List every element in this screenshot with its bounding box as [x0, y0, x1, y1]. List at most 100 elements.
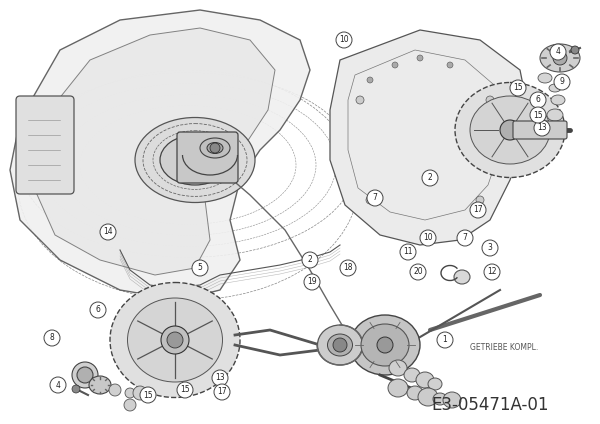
Circle shape [77, 367, 93, 383]
Circle shape [482, 240, 498, 256]
Text: 15: 15 [180, 385, 190, 394]
Text: 15: 15 [143, 391, 153, 399]
Text: 18: 18 [343, 263, 353, 273]
Ellipse shape [135, 117, 255, 203]
Ellipse shape [128, 298, 223, 382]
Ellipse shape [407, 386, 423, 400]
Circle shape [336, 32, 352, 48]
Text: 1: 1 [443, 335, 448, 344]
Circle shape [167, 332, 183, 348]
Circle shape [340, 260, 356, 276]
Text: 12: 12 [487, 268, 497, 276]
Text: 17: 17 [217, 388, 227, 396]
Circle shape [500, 120, 520, 140]
Circle shape [210, 143, 220, 153]
Ellipse shape [416, 372, 434, 388]
FancyBboxPatch shape [513, 121, 567, 139]
Ellipse shape [200, 138, 230, 158]
Polygon shape [10, 10, 310, 300]
Circle shape [530, 92, 546, 108]
Circle shape [124, 399, 136, 411]
Circle shape [125, 388, 135, 398]
Circle shape [530, 107, 546, 123]
FancyBboxPatch shape [16, 96, 74, 194]
Text: 8: 8 [50, 334, 55, 343]
Circle shape [420, 230, 436, 246]
Circle shape [177, 382, 193, 398]
Circle shape [534, 120, 550, 136]
Circle shape [410, 264, 426, 280]
Ellipse shape [389, 360, 407, 376]
Ellipse shape [207, 142, 223, 153]
Ellipse shape [540, 44, 580, 72]
Circle shape [367, 77, 373, 83]
Text: 2: 2 [308, 256, 313, 265]
Text: GETRIEBE KOMPL.: GETRIEBE KOMPL. [470, 343, 538, 352]
Ellipse shape [428, 378, 442, 390]
Ellipse shape [455, 83, 565, 178]
Circle shape [392, 62, 398, 68]
Ellipse shape [433, 393, 447, 405]
Text: 17: 17 [473, 206, 483, 215]
Text: 10: 10 [423, 234, 433, 243]
Ellipse shape [549, 84, 561, 92]
Circle shape [356, 96, 364, 104]
Ellipse shape [418, 388, 438, 406]
Circle shape [90, 302, 106, 318]
Ellipse shape [361, 324, 409, 366]
Ellipse shape [110, 282, 240, 398]
Text: 7: 7 [463, 234, 467, 243]
Circle shape [366, 196, 374, 204]
Text: 7: 7 [373, 193, 377, 203]
Circle shape [302, 252, 318, 268]
Circle shape [571, 46, 579, 54]
Text: 20: 20 [413, 268, 423, 276]
Circle shape [192, 260, 208, 276]
Text: E3-05471A-01: E3-05471A-01 [431, 396, 549, 414]
Text: 13: 13 [215, 374, 225, 382]
Circle shape [486, 96, 494, 104]
Ellipse shape [443, 392, 461, 408]
Text: 2: 2 [428, 173, 433, 182]
Circle shape [553, 51, 567, 65]
Text: 6: 6 [95, 306, 100, 315]
Circle shape [367, 190, 383, 206]
Circle shape [161, 326, 189, 354]
Circle shape [470, 202, 486, 218]
Circle shape [400, 244, 416, 260]
Circle shape [484, 264, 500, 280]
Text: 5: 5 [197, 263, 202, 273]
Polygon shape [35, 28, 275, 275]
Circle shape [510, 80, 526, 96]
Ellipse shape [160, 135, 230, 185]
Text: 9: 9 [560, 78, 565, 86]
Text: 13: 13 [537, 123, 547, 132]
FancyBboxPatch shape [177, 132, 238, 183]
Circle shape [100, 224, 116, 240]
Ellipse shape [551, 95, 565, 105]
Text: 3: 3 [488, 243, 493, 253]
Ellipse shape [89, 376, 111, 394]
Circle shape [476, 196, 484, 204]
Text: 14: 14 [103, 228, 113, 237]
Circle shape [212, 370, 228, 386]
Circle shape [109, 384, 121, 396]
Text: 6: 6 [536, 95, 541, 104]
Circle shape [377, 337, 393, 353]
Ellipse shape [328, 334, 353, 356]
Circle shape [333, 338, 347, 352]
Circle shape [550, 44, 566, 60]
Ellipse shape [454, 270, 470, 284]
Circle shape [447, 62, 453, 68]
Polygon shape [330, 30, 530, 245]
Circle shape [457, 230, 473, 246]
Circle shape [422, 170, 438, 186]
Ellipse shape [317, 325, 362, 365]
Circle shape [417, 55, 423, 61]
Circle shape [554, 74, 570, 90]
Circle shape [304, 274, 320, 290]
Circle shape [50, 377, 66, 393]
Circle shape [437, 332, 453, 348]
Text: 4: 4 [56, 380, 61, 390]
Text: 10: 10 [339, 36, 349, 45]
